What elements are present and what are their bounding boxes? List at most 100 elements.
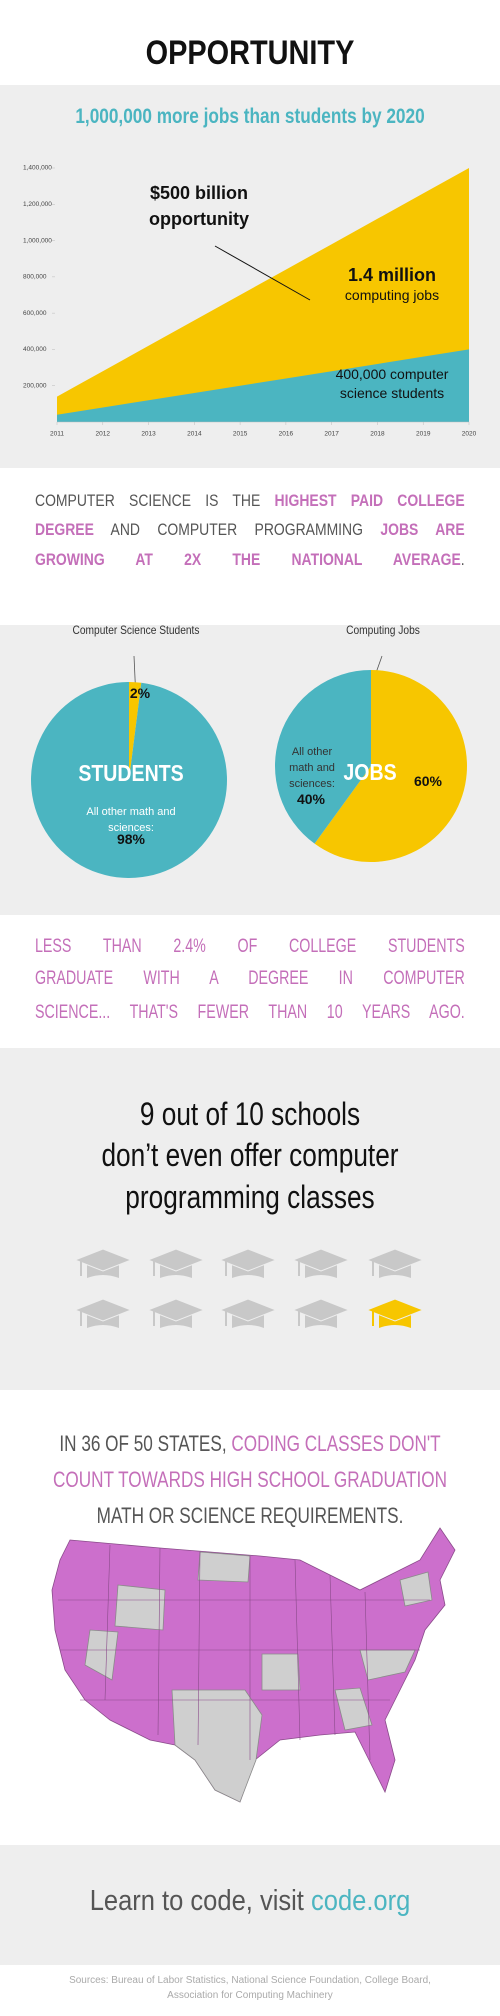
- text-part: MATH OR SCIENCE REQUIREMENTS.: [96, 1503, 404, 1528]
- cap-top: [291, 1248, 351, 1272]
- schools-line: programming classes: [125, 1179, 375, 1215]
- map-gray-state: [197, 1551, 251, 1583]
- center-label: JOBS: [343, 759, 397, 785]
- cap-top: [73, 1248, 133, 1272]
- pie-slice: [31, 682, 228, 879]
- statement-line: MATH OR SCIENCE REQUIREMENTS.: [36, 1503, 465, 1528]
- map-border: [58, 1599, 430, 1701]
- page-title: OPPORTUNITY: [145, 34, 355, 72]
- cap-top: [365, 1298, 425, 1322]
- grad-cap-icon: [73, 1248, 133, 1278]
- schools-band: [0, 1048, 500, 1390]
- footer-part: Learn to code, visit: [89, 1885, 311, 1917]
- statement-line: LESS THAN 2.4% OF COLLEGE STUDENTS: [35, 936, 465, 957]
- category-label: All other math and sciences:: [289, 746, 335, 790]
- value-label: 2%: [129, 685, 151, 701]
- grad-cap-icon: [73, 1298, 133, 1328]
- y-tick-label: 200,000: [23, 382, 47, 389]
- grad-cap-icon: [146, 1298, 206, 1328]
- annotation: 400,000 computer: [335, 366, 449, 382]
- annotation: $500 billion: [149, 183, 249, 203]
- cap-top: [218, 1248, 278, 1272]
- y-tick-label: 1,200,000: [23, 201, 52, 208]
- footer-band: [0, 1845, 500, 1965]
- text-part: CODING CLASSES DON'T: [231, 1431, 441, 1456]
- annotation: 1.4 million: [347, 265, 437, 285]
- map-gray-state: [399, 1571, 433, 1607]
- center-label: STUDENTS: [78, 760, 184, 786]
- text-part: GROWING AT 2X THE NATIONAL AVERAGE: [35, 550, 461, 569]
- pie-title: Computing Jobs: [346, 623, 420, 637]
- category-label: All other math and sciences:: [86, 806, 176, 834]
- text-part: COUNT TOWARDS HIGH SCHOOL GRADUATION: [52, 1467, 448, 1492]
- pie-slice: [314, 670, 467, 862]
- schools-line: 9 out of 10 schools: [139, 1096, 361, 1132]
- map-borders: [58, 1544, 430, 1761]
- annotation: computing jobs: [344, 287, 440, 303]
- footer-part: code.org: [310, 1885, 411, 1917]
- cap-top: [365, 1248, 425, 1272]
- pie-title: Computer Science Students: [72, 623, 200, 637]
- y-tick-label: 400,000: [23, 346, 47, 353]
- grad-cap-icon: [218, 1248, 278, 1278]
- chart-title: 1,000,000 more jobs than students by 202…: [75, 105, 425, 128]
- text-part: AND COMPUTER PROGRAMMING: [93, 520, 381, 539]
- statement-line: SCIENCE... THAT'S FEWER THAN 10 YEARS AG…: [35, 1002, 465, 1023]
- pie-slice: [274, 670, 371, 844]
- grad-cap-icon: [365, 1298, 425, 1328]
- area: [57, 349, 469, 422]
- x-tick-label: 2018: [370, 431, 385, 438]
- text-part: HIGHEST PAID COLLEGE: [274, 491, 465, 510]
- statement-line: GRADUATE WITH A DEGREE IN COMPUTER: [35, 968, 465, 989]
- footer-cta: Learn to code, visit code.org: [30, 1885, 470, 1925]
- x-tick-label: 2019: [416, 431, 431, 438]
- cap-top: [146, 1298, 206, 1322]
- y-tick-label: 1,000,000: [23, 237, 52, 244]
- x-tick-label: 2011: [50, 431, 64, 438]
- x-tick-label: 2017: [324, 431, 339, 438]
- statement-line: GROWING AT 2X THE NATIONAL AVERAGE.: [35, 550, 465, 574]
- text-part: .: [460, 550, 465, 569]
- map-gray-state: [334, 1687, 373, 1731]
- statement-line: COMPUTER SCIENCE IS THE HIGHEST PAID COL…: [35, 491, 465, 515]
- value-label: 98%: [116, 831, 146, 847]
- grad-cap-icon: [291, 1298, 351, 1328]
- x-tick-label: 2013: [141, 431, 156, 438]
- value-label: 60%: [413, 773, 443, 789]
- pie-slice: [129, 682, 142, 780]
- grad-cap-icon: [365, 1248, 425, 1278]
- annotation: science students: [339, 385, 445, 401]
- y-tick-label: 1,400,000: [23, 165, 52, 172]
- x-tick-label: 2014: [187, 431, 202, 438]
- statement-line: COUNT TOWARDS HIGH SCHOOL GRADUATION: [36, 1467, 465, 1492]
- title-band: [0, 0, 500, 85]
- y-tick-label: 800,000: [23, 274, 47, 281]
- grad-cap-icon: [291, 1248, 351, 1278]
- sources: Sources: Bureau of Labor Statistics, Nat…: [69, 1975, 431, 2001]
- x-tick-label: 2020: [462, 431, 477, 438]
- text-part: JOBS ARE: [380, 520, 465, 539]
- schools-line: don’t even offer computer: [101, 1137, 399, 1173]
- cap-top: [73, 1298, 133, 1322]
- x-tick-label: 2015: [233, 431, 248, 438]
- map-gray-state: [261, 1653, 301, 1691]
- cap-top: [291, 1298, 351, 1322]
- map-gray-state: [114, 1584, 166, 1631]
- x-tick-label: 2012: [96, 431, 111, 438]
- area: [57, 168, 469, 422]
- cap-top: [218, 1298, 278, 1322]
- y-tick-label: 600,000: [23, 310, 47, 317]
- text-part: COMPUTER SCIENCE IS THE: [35, 491, 275, 510]
- cap-top: [146, 1248, 206, 1272]
- us-map: [51, 1527, 456, 1803]
- annotation-pointer: [214, 245, 311, 301]
- text-part: DEGREE: [35, 520, 94, 539]
- map-gray-state: [171, 1689, 263, 1803]
- statement-line: DEGREE AND COMPUTER PROGRAMMING JOBS ARE: [35, 520, 465, 544]
- grad-cap-icon: [218, 1298, 278, 1328]
- text-part: IN 36 OF 50 STATES,: [59, 1431, 232, 1456]
- annotation: opportunity: [149, 209, 249, 229]
- map-gray-state: [84, 1629, 119, 1681]
